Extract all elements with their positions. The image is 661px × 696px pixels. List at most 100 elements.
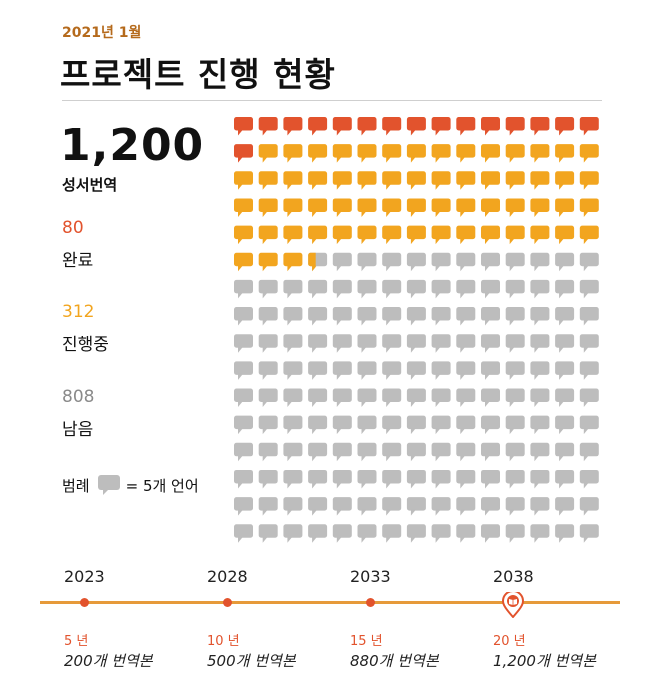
waffle-cell xyxy=(308,334,328,353)
waffle-cell xyxy=(530,117,550,136)
waffle-cell xyxy=(406,225,426,245)
waffle-cell xyxy=(456,388,476,407)
waffle-cell xyxy=(481,117,500,136)
waffle-cell xyxy=(555,415,575,435)
waffle-cell xyxy=(456,307,476,326)
waffle-cell xyxy=(505,334,525,353)
waffle-cell xyxy=(308,279,328,299)
waffle-cell xyxy=(258,279,278,299)
waffle-cell xyxy=(530,334,550,353)
waffle-cell xyxy=(357,171,377,190)
waffle-cell xyxy=(431,469,451,489)
waffle-cell xyxy=(283,388,303,407)
waffle-cell xyxy=(456,198,476,217)
waffle-cell xyxy=(332,279,352,299)
waffle-cell xyxy=(382,307,402,326)
waffle-cell xyxy=(406,117,426,136)
waffle-cell xyxy=(481,442,500,462)
timeline-years-5: 5 년 xyxy=(64,634,89,649)
waffle-cell xyxy=(579,442,599,462)
waffle-cell xyxy=(332,252,352,272)
waffle-cell xyxy=(530,144,550,163)
waffle-chart xyxy=(234,117,599,543)
waffle-cell xyxy=(308,524,328,543)
waffle-cell xyxy=(431,252,451,272)
waffle-cell xyxy=(505,198,525,217)
timeline-year-2028: 2028 xyxy=(207,567,248,586)
waffle-cell xyxy=(357,225,377,245)
legend-title: 범례 xyxy=(62,476,90,495)
waffle-cell xyxy=(382,252,402,272)
waffle-cell xyxy=(555,469,575,489)
waffle-cell xyxy=(456,171,476,190)
remaining-count: 808 xyxy=(62,387,95,407)
waffle-cell xyxy=(555,307,575,326)
waffle-cell xyxy=(431,388,451,407)
waffle-cell xyxy=(357,388,377,407)
waffle-cell xyxy=(332,198,352,217)
waffle-cell xyxy=(505,225,525,245)
waffle-cell xyxy=(406,469,426,489)
waffle-cell xyxy=(481,252,500,272)
waffle-cell xyxy=(283,225,303,245)
title-divider xyxy=(62,100,602,101)
waffle-cell xyxy=(505,252,525,272)
waffle-cell xyxy=(481,415,500,435)
waffle-cell xyxy=(332,307,352,326)
waffle-cell xyxy=(431,171,451,190)
waffle-cell xyxy=(555,279,575,299)
waffle-cell xyxy=(406,198,426,217)
waffle-cell xyxy=(308,144,328,163)
page-title: 프로젝트 진행 현황 xyxy=(60,55,336,94)
waffle-cell xyxy=(258,524,278,543)
timeline-year-2023: 2023 xyxy=(64,567,105,586)
waffle-cell xyxy=(530,307,550,326)
waffle-cell xyxy=(283,497,303,516)
waffle-cell xyxy=(555,225,575,245)
waffle-cell xyxy=(530,497,550,516)
waffle-cell xyxy=(258,117,278,136)
waffle-cell xyxy=(283,334,303,353)
waffle-cell xyxy=(555,524,575,543)
legend: 범례 = 5개 언어 xyxy=(62,474,199,496)
waffle-cell xyxy=(234,469,253,489)
waffle-cell xyxy=(505,524,525,543)
waffle-cell xyxy=(456,361,476,380)
waffle-cell xyxy=(308,442,328,462)
waffle-cell xyxy=(431,198,451,217)
waffle-cell xyxy=(258,198,278,217)
waffle-cell xyxy=(555,117,575,136)
timeline-note-880: 880개 번역본 xyxy=(350,652,439,670)
waffle-cell xyxy=(357,524,377,543)
waffle-cell xyxy=(332,144,352,163)
waffle-cell xyxy=(258,442,278,462)
waffle-cell xyxy=(382,225,402,245)
waffle-cell xyxy=(258,469,278,489)
waffle-cell xyxy=(431,307,451,326)
waffle-cell xyxy=(555,144,575,163)
waffle-cell xyxy=(332,388,352,407)
waffle-cell xyxy=(406,307,426,326)
waffle-cell xyxy=(530,171,550,190)
waffle-cell xyxy=(283,252,303,272)
waffle-cell xyxy=(555,334,575,353)
waffle-cell xyxy=(481,171,500,190)
waffle-cell xyxy=(357,144,377,163)
waffle-cell xyxy=(481,469,500,489)
waffle-cell xyxy=(332,497,352,516)
waffle-cell xyxy=(456,524,476,543)
waffle-cell xyxy=(308,415,328,435)
waffle-cell xyxy=(431,334,451,353)
completed-label: 완료 xyxy=(62,251,94,271)
waffle-cell xyxy=(555,171,575,190)
waffle-cell xyxy=(530,524,550,543)
waffle-cell xyxy=(382,117,402,136)
timeline-dot xyxy=(223,598,232,607)
waffle-cell xyxy=(308,225,328,245)
waffle-cell xyxy=(555,252,575,272)
waffle-cell xyxy=(258,144,278,163)
waffle-cell xyxy=(431,144,451,163)
waffle-cell xyxy=(505,361,525,380)
waffle-cell xyxy=(283,171,303,190)
waffle-cell xyxy=(283,442,303,462)
